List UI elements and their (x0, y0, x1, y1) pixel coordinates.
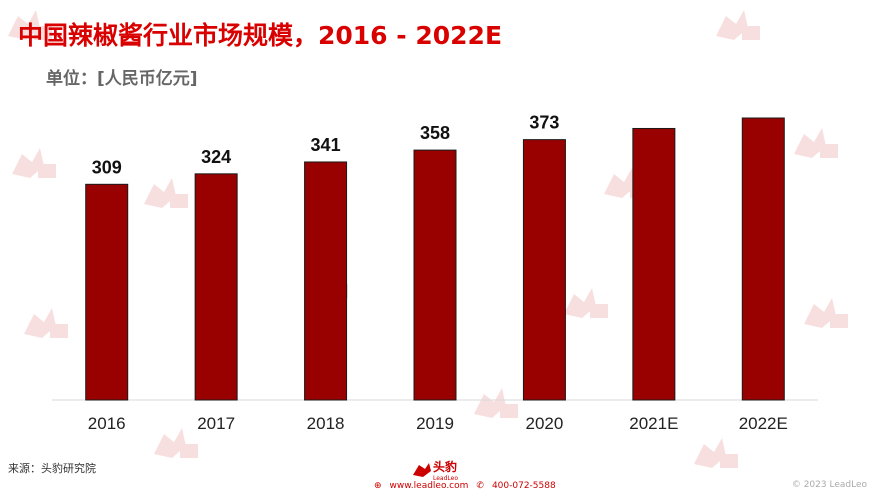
data-label-2019: 358 (420, 123, 450, 143)
leadleo-logo-icon: 头豹 LeadLeo (409, 457, 469, 483)
bar-2017 (194, 173, 238, 401)
copyright: © 2023 LeadLeo (791, 480, 867, 490)
website-link[interactable]: www.leadleo.com (389, 481, 469, 491)
bar-2019 (413, 149, 457, 401)
x-tick-label-2017: 2017 (197, 414, 235, 433)
chart-title: 中国辣椒酱行业市场规模，2016 - 2022E (18, 21, 503, 50)
logo-text: 头豹 (433, 459, 457, 474)
data-label-2020: 373 (529, 113, 559, 133)
x-tick-label-2016: 2016 (88, 414, 126, 433)
watermark-logo-icon (800, 290, 852, 334)
bar-2021E (632, 127, 676, 401)
phone-number: 400-072-5588 (491, 481, 556, 491)
x-tick-label-2019: 2019 (416, 414, 454, 433)
watermark-logo-icon (150, 420, 202, 464)
watermark-logo-icon (790, 120, 842, 164)
globe-icon: ⊕ (374, 481, 382, 491)
bar-2020 (522, 139, 566, 401)
footer-contact: ⊕ www.leadleo.com ✆ 400-072-5588 (374, 481, 564, 491)
watermark-logo-icon (140, 170, 192, 214)
unit-label: 单位：[人民币亿元] (46, 69, 198, 89)
watermark-logo-icon (20, 300, 72, 344)
logo-subtext: LeadLeo (433, 475, 458, 482)
x-tick-label-2022E: 2022E (739, 414, 788, 433)
watermark-logo-icon (690, 430, 742, 474)
watermark-logo-icon (560, 280, 612, 324)
x-tick-label-2018: 2018 (307, 414, 345, 433)
watermark-logo-icon (4, 2, 56, 46)
watermark-logo-icon (470, 380, 522, 424)
x-tick-label-2021E: 2021E (629, 414, 678, 433)
bar-2018 (304, 161, 348, 401)
watermark-logo-icon (712, 2, 764, 46)
phone-icon: ✆ (476, 481, 484, 491)
source-note: 来源：头豹研究院 (8, 462, 96, 475)
bar-2022E (741, 117, 785, 401)
data-label-2017: 324 (201, 147, 231, 167)
x-tick-label-2020: 2020 (526, 414, 564, 433)
data-label-2016: 309 (92, 157, 122, 177)
data-label-2018: 341 (311, 135, 341, 155)
watermark-logo-icon (8, 140, 60, 184)
bar-2016 (85, 183, 129, 401)
